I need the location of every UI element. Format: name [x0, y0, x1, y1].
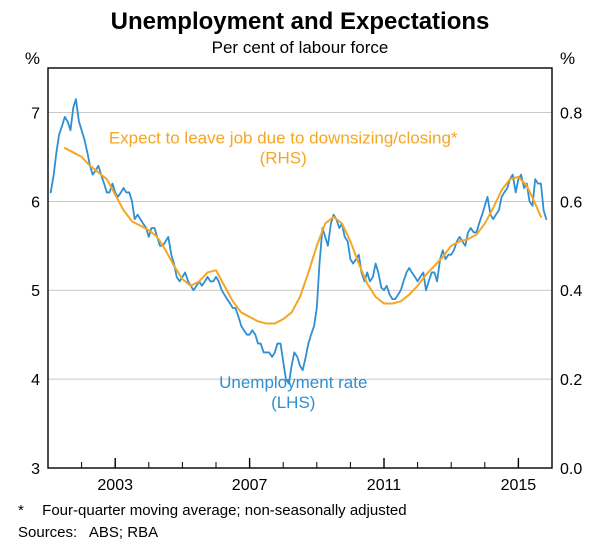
svg-text:(RHS): (RHS) — [260, 149, 307, 168]
svg-text:2007: 2007 — [232, 477, 268, 494]
svg-text:4: 4 — [31, 372, 40, 389]
svg-text:0.2: 0.2 — [560, 372, 582, 389]
svg-text:0.6: 0.6 — [560, 194, 582, 211]
sources-line: Sources: ABS; RBA — [18, 524, 158, 541]
svg-text:0.4: 0.4 — [560, 283, 582, 300]
label-expect-leave-downsizing: Expect to leave job due to downsizing/cl… — [109, 129, 458, 148]
svg-text:2003: 2003 — [97, 477, 133, 494]
sources-text: ABS; RBA — [89, 524, 158, 541]
footnote-symbol: * — [18, 502, 38, 519]
svg-text:6: 6 — [31, 194, 40, 211]
svg-text:%: % — [25, 49, 40, 68]
sources-label: Sources: — [18, 524, 77, 541]
chart-container: Unemployment and Expectations Per cent o… — [0, 0, 600, 547]
svg-text:5: 5 — [31, 283, 40, 300]
svg-text:7: 7 — [31, 105, 40, 122]
svg-text:(LHS): (LHS) — [271, 393, 315, 412]
svg-text:%: % — [560, 49, 575, 68]
chart-svg: 2003200720112015345670.00.20.40.60.8%%Un… — [48, 68, 552, 468]
svg-text:2015: 2015 — [501, 477, 537, 494]
label-unemployment-rate: Unemployment rate — [219, 373, 367, 392]
svg-text:3: 3 — [31, 461, 40, 478]
svg-text:2011: 2011 — [367, 477, 402, 494]
footnote-text: Four-quarter moving average; non-seasona… — [42, 502, 406, 519]
svg-text:0.8: 0.8 — [560, 105, 582, 122]
chart-subtitle: Per cent of labour force — [0, 36, 600, 58]
footnote: * Four-quarter moving average; non-seaso… — [18, 502, 407, 519]
svg-text:0.0: 0.0 — [560, 461, 582, 478]
chart-title: Unemployment and Expectations — [0, 0, 600, 36]
plot-area: 2003200720112015345670.00.20.40.60.8%%Un… — [48, 68, 552, 468]
